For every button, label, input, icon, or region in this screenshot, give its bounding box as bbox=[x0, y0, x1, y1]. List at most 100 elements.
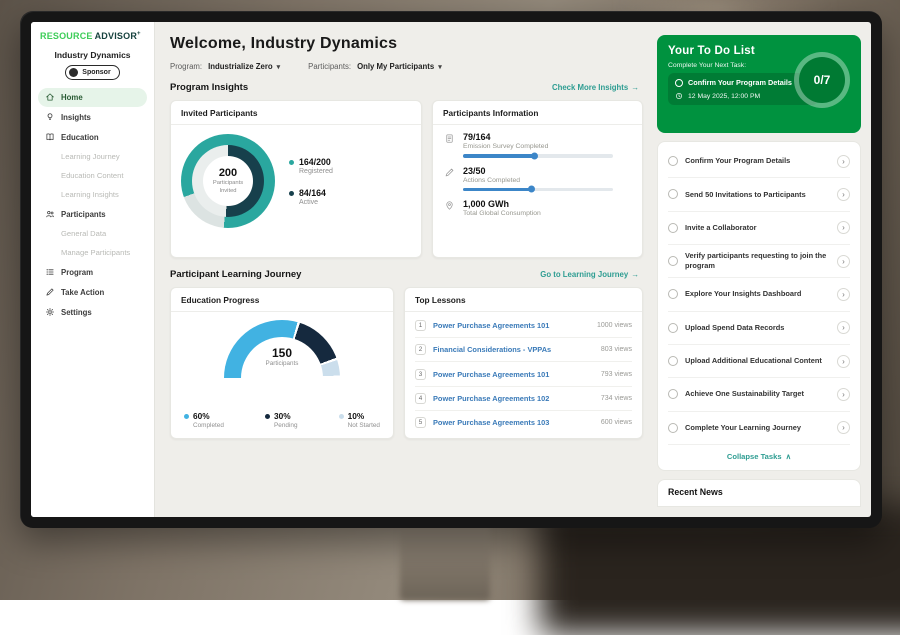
sidebar-item-program[interactable]: Program bbox=[38, 263, 147, 282]
todo-list-card: Confirm Your Program Details › Send 50 I… bbox=[657, 141, 861, 471]
todo-summary-card: Your To Do List Complete Your Next Task:… bbox=[657, 35, 861, 133]
task-row[interactable]: Achieve One Sustainability Target › bbox=[668, 378, 850, 411]
lesson-row[interactable]: 4 Power Purchase Agreements 102 734 view… bbox=[415, 387, 632, 411]
nav-label: Settings bbox=[61, 308, 92, 317]
legend-value: 10% bbox=[348, 411, 380, 421]
nav-label: Learning Journey bbox=[61, 152, 120, 161]
nav-label: Manage Participants bbox=[61, 248, 130, 257]
lesson-row[interactable]: 1 Power Purchase Agreements 101 1000 vie… bbox=[415, 314, 632, 338]
task-row[interactable]: Upload Additional Educational Content › bbox=[668, 345, 850, 378]
invited-participants-card: Invited Participants 200 Participants In… bbox=[170, 100, 422, 258]
info-value: 1,000 GWh bbox=[463, 199, 541, 209]
participants-select[interactable]: Only My Participants ▾ bbox=[357, 62, 442, 71]
task-row[interactable]: Confirm Your Program Details › bbox=[668, 145, 850, 178]
legend-item-active: 84/164 Active bbox=[289, 188, 333, 206]
sidebar-item-learning-journey[interactable]: Learning Journey bbox=[38, 148, 147, 166]
task-checkbox[interactable] bbox=[668, 189, 678, 199]
task-row[interactable]: Invite a Collaborator › bbox=[668, 212, 850, 245]
task-label: Invite a Collaborator bbox=[685, 223, 830, 233]
legend-dot bbox=[339, 414, 344, 419]
lesson-link[interactable]: Power Purchase Agreements 103 bbox=[433, 418, 594, 427]
lesson-link[interactable]: Power Purchase Agreements 101 bbox=[433, 370, 594, 379]
main-content: Welcome, Industry Dynamics Program: Indu… bbox=[155, 22, 655, 517]
sidebar-item-education[interactable]: Education bbox=[38, 128, 147, 147]
nav-label: General Data bbox=[61, 229, 106, 238]
nav-label: Education bbox=[61, 133, 99, 142]
task-label: Upload Additional Educational Content bbox=[685, 356, 830, 366]
info-value: 79/164 bbox=[463, 132, 613, 142]
donut-legend: 164/200 Registered 84/164 Active bbox=[289, 157, 333, 206]
task-checkbox[interactable] bbox=[668, 289, 678, 299]
chevron-right-icon: › bbox=[837, 421, 850, 434]
legend-item-pending: 30% Pending bbox=[265, 411, 297, 429]
task-row[interactable]: Explore Your Insights Dashboard › bbox=[668, 278, 850, 311]
legend-label: Completed bbox=[193, 422, 224, 429]
next-task-label: Confirm Your Program Details bbox=[688, 78, 792, 87]
todo-panel: Your To Do List Complete Your Next Task:… bbox=[655, 22, 871, 517]
info-value: 23/50 bbox=[463, 166, 613, 176]
task-label: Complete Your Learning Journey bbox=[685, 423, 830, 433]
lesson-rank: 1 bbox=[415, 320, 426, 331]
lesson-row[interactable]: 5 Power Purchase Agreements 103 600 view… bbox=[415, 411, 632, 434]
sidebar-item-manage-participants[interactable]: Manage Participants bbox=[38, 244, 147, 262]
lesson-link[interactable]: Financial Considerations - VPPAs bbox=[433, 345, 594, 354]
sidebar-item-insights[interactable]: Insights bbox=[38, 108, 147, 127]
task-label: Achieve One Sustainability Target bbox=[685, 389, 830, 399]
nav-label: Take Action bbox=[61, 288, 104, 297]
task-checkbox[interactable] bbox=[668, 156, 678, 166]
donut-center: 200 Participants Invited bbox=[203, 156, 253, 206]
lesson-rank: 3 bbox=[415, 369, 426, 380]
nav-label: Education Content bbox=[61, 171, 123, 180]
task-row[interactable]: Upload Spend Data Records › bbox=[668, 312, 850, 345]
lesson-views: 734 views bbox=[601, 395, 632, 402]
info-label: Emission Survey Completed bbox=[463, 143, 613, 150]
lesson-link[interactable]: Power Purchase Agreements 102 bbox=[433, 394, 594, 403]
task-checkbox[interactable] bbox=[668, 356, 678, 366]
invited-total: 200 bbox=[219, 167, 237, 179]
people-icon bbox=[45, 209, 55, 219]
chevron-right-icon: › bbox=[837, 321, 850, 334]
lesson-views: 1000 views bbox=[597, 322, 632, 329]
book-icon bbox=[45, 132, 55, 142]
clock-icon bbox=[675, 92, 683, 100]
sidebar-item-home[interactable]: Home bbox=[38, 88, 147, 107]
go-to-learning-journey-link[interactable]: Go to Learning Journey → bbox=[540, 270, 639, 279]
chevron-right-icon: › bbox=[837, 355, 850, 368]
sidebar-item-general-data[interactable]: General Data bbox=[38, 225, 147, 243]
task-checkbox[interactable] bbox=[668, 256, 678, 266]
sponsor-icon bbox=[69, 68, 78, 77]
card-title: Top Lessons bbox=[405, 288, 642, 312]
lesson-row[interactable]: 3 Power Purchase Agreements 101 793 view… bbox=[415, 362, 632, 386]
sidebar-item-participants[interactable]: Participants bbox=[38, 205, 147, 224]
education-gauge-area: 150 Participants bbox=[171, 312, 393, 405]
check-more-insights-link[interactable]: Check More Insights → bbox=[552, 83, 639, 92]
program-select[interactable]: Industrialize Zero ▾ bbox=[208, 62, 280, 71]
info-label: Total Global Consumption bbox=[463, 210, 541, 217]
org-name: Industry Dynamics bbox=[38, 50, 147, 60]
task-row[interactable]: Send 50 Invitations to Participants › bbox=[668, 178, 850, 211]
task-checkbox[interactable] bbox=[675, 79, 683, 87]
task-checkbox[interactable] bbox=[668, 423, 678, 433]
sidebar-item-education-content[interactable]: Education Content bbox=[38, 167, 147, 185]
lesson-link[interactable]: Power Purchase Agreements 101 bbox=[433, 321, 590, 330]
learning-cards-row: Education Progress 150 Participants bbox=[170, 287, 643, 439]
collapse-tasks-link[interactable]: Collapse Tasks ∧ bbox=[668, 445, 850, 466]
sidebar-item-learning-insights[interactable]: Learning Insights bbox=[38, 186, 147, 204]
sidebar-item-settings[interactable]: Settings bbox=[38, 303, 147, 322]
todo-progress-ring: 0/7 bbox=[794, 52, 850, 108]
program-label: Program: bbox=[170, 62, 202, 71]
task-row[interactable]: Complete Your Learning Journey › bbox=[668, 412, 850, 445]
sponsor-badge[interactable]: Sponsor bbox=[65, 65, 119, 80]
sidebar-item-take-action[interactable]: Take Action bbox=[38, 283, 147, 302]
gauge-legend: 60% Completed 30% Pending bbox=[171, 405, 393, 438]
task-checkbox[interactable] bbox=[668, 323, 678, 333]
participants-label: Participants: bbox=[308, 62, 351, 71]
due-date: 12 May 2025, 12:00 PM bbox=[688, 93, 760, 100]
task-checkbox[interactable] bbox=[668, 389, 678, 399]
program-insights-header: Program Insights Check More Insights → bbox=[170, 82, 643, 93]
lesson-row[interactable]: 2 Financial Considerations - VPPAs 803 v… bbox=[415, 338, 632, 362]
task-row[interactable]: Verify participants requesting to join t… bbox=[668, 245, 850, 278]
task-checkbox[interactable] bbox=[668, 223, 678, 233]
task-label: Verify participants requesting to join t… bbox=[685, 251, 830, 271]
